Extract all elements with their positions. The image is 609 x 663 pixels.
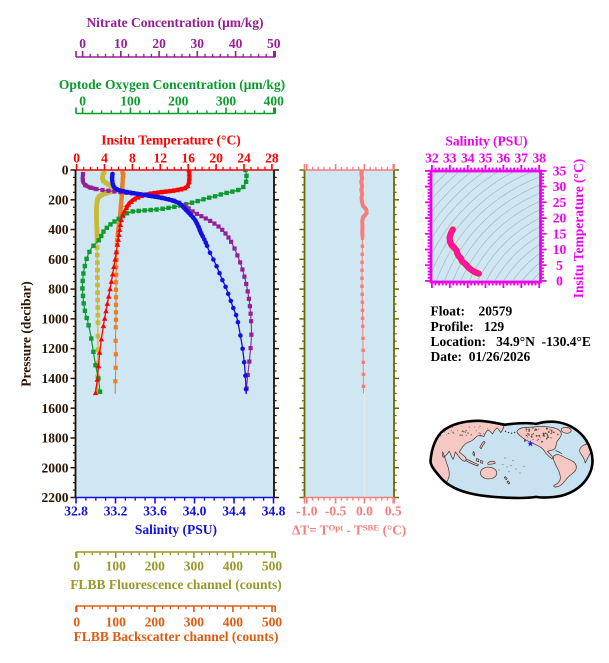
svg-text:1000: 1000 <box>42 312 69 327</box>
svg-text:Float: 20579: Float: 20579 <box>431 304 513 319</box>
svg-text:8: 8 <box>129 151 136 166</box>
svg-text:100: 100 <box>120 94 141 109</box>
svg-text:30: 30 <box>553 179 567 194</box>
svg-text:0: 0 <box>73 559 80 574</box>
svg-text:0.5: 0.5 <box>385 504 402 519</box>
svg-text:1200: 1200 <box>42 341 69 356</box>
svg-text:30: 30 <box>191 36 205 51</box>
svg-text:34.8: 34.8 <box>262 504 286 519</box>
svg-text:25: 25 <box>553 195 567 210</box>
svg-text:500: 500 <box>262 615 283 630</box>
svg-text:33.2: 33.2 <box>104 504 128 519</box>
svg-text:600: 600 <box>48 252 69 267</box>
svg-text:200: 200 <box>145 615 166 630</box>
svg-text:0: 0 <box>73 151 80 166</box>
svg-text:34.0: 34.0 <box>183 504 207 519</box>
svg-text:10: 10 <box>114 36 128 51</box>
svg-text:200: 200 <box>145 559 166 574</box>
svg-text:15: 15 <box>553 226 567 241</box>
svg-text:10: 10 <box>553 242 567 257</box>
svg-text:34: 34 <box>461 151 475 166</box>
svg-text:400: 400 <box>264 94 285 109</box>
svg-text:50: 50 <box>267 36 281 51</box>
svg-text:0.0: 0.0 <box>356 504 373 519</box>
svg-text:-1.0: -1.0 <box>296 504 318 519</box>
svg-text:35: 35 <box>553 164 567 179</box>
svg-text:200: 200 <box>48 192 69 207</box>
svg-text:0: 0 <box>62 163 69 178</box>
svg-text:300: 300 <box>184 559 205 574</box>
svg-text:500: 500 <box>262 559 283 574</box>
svg-text:800: 800 <box>48 282 69 297</box>
svg-text:12: 12 <box>154 151 168 166</box>
svg-text:Profile: 129: Profile: 129 <box>431 319 505 334</box>
svg-text:Pressure (decibar): Pressure (decibar) <box>19 281 34 387</box>
svg-text:2000: 2000 <box>42 460 69 475</box>
svg-text:1600: 1600 <box>42 401 69 416</box>
svg-text:400: 400 <box>48 222 69 237</box>
svg-text:34.4: 34.4 <box>222 504 246 519</box>
svg-text:Optode Oxygen Concentration (μ: Optode Oxygen Concentration (μm/kg) <box>59 77 285 92</box>
svg-text:2200: 2200 <box>42 490 69 505</box>
svg-text:20: 20 <box>553 211 567 226</box>
svg-text:20: 20 <box>209 151 223 166</box>
svg-text:40: 40 <box>229 36 243 51</box>
svg-text:38: 38 <box>532 151 546 166</box>
svg-text:Insitu Temperature (°C): Insitu Temperature (°C) <box>571 159 586 298</box>
svg-text:0: 0 <box>556 274 563 289</box>
svg-text:-0.5: -0.5 <box>325 504 347 519</box>
svg-text:1400: 1400 <box>42 371 69 386</box>
svg-text:400: 400 <box>223 615 244 630</box>
svg-text:24: 24 <box>237 151 251 166</box>
svg-text:FLBB Backscatter channel (coun: FLBB Backscatter channel (counts) <box>74 629 279 644</box>
svg-text:1800: 1800 <box>42 431 69 446</box>
svg-text:Date: 01/26/2026: Date: 01/26/2026 <box>431 349 531 364</box>
svg-text:0: 0 <box>79 36 86 51</box>
svg-text:4: 4 <box>101 151 108 166</box>
svg-text:16: 16 <box>181 151 195 166</box>
svg-text:100: 100 <box>106 559 127 574</box>
svg-text:37: 37 <box>515 151 529 166</box>
svg-text:5: 5 <box>556 258 563 273</box>
svg-text:33.6: 33.6 <box>143 504 167 519</box>
svg-text:32: 32 <box>425 151 439 166</box>
svg-text:400: 400 <box>223 559 244 574</box>
svg-text:36: 36 <box>497 151 511 166</box>
svg-text:33: 33 <box>443 151 457 166</box>
svg-text:20: 20 <box>152 36 166 51</box>
svg-text:Insitu Temperature (°C): Insitu Temperature (°C) <box>101 133 240 148</box>
svg-text:300: 300 <box>184 615 205 630</box>
svg-text:0: 0 <box>79 94 86 109</box>
svg-text:Salinity (PSU): Salinity (PSU) <box>135 522 217 537</box>
svg-text:28: 28 <box>265 151 279 166</box>
svg-text:Location: 34.9°N -130.4°E: Location: 34.9°N -130.4°E <box>431 334 591 349</box>
svg-text:0: 0 <box>73 615 80 630</box>
svg-text:Salinity (PSU): Salinity (PSU) <box>445 134 527 149</box>
svg-text:ΔT= TOpt - TSBE (°C): ΔT= TOpt - TSBE (°C) <box>292 522 406 537</box>
svg-text:300: 300 <box>216 94 237 109</box>
svg-text:200: 200 <box>168 94 189 109</box>
svg-text:FLBB Fluorescence channel (cou: FLBB Fluorescence channel (counts) <box>70 577 282 592</box>
svg-text:35: 35 <box>479 151 493 166</box>
svg-text:Nitrate Concentration (μm/kg): Nitrate Concentration (μm/kg) <box>86 15 263 30</box>
svg-text:100: 100 <box>106 615 127 630</box>
svg-text:32.8: 32.8 <box>64 504 88 519</box>
